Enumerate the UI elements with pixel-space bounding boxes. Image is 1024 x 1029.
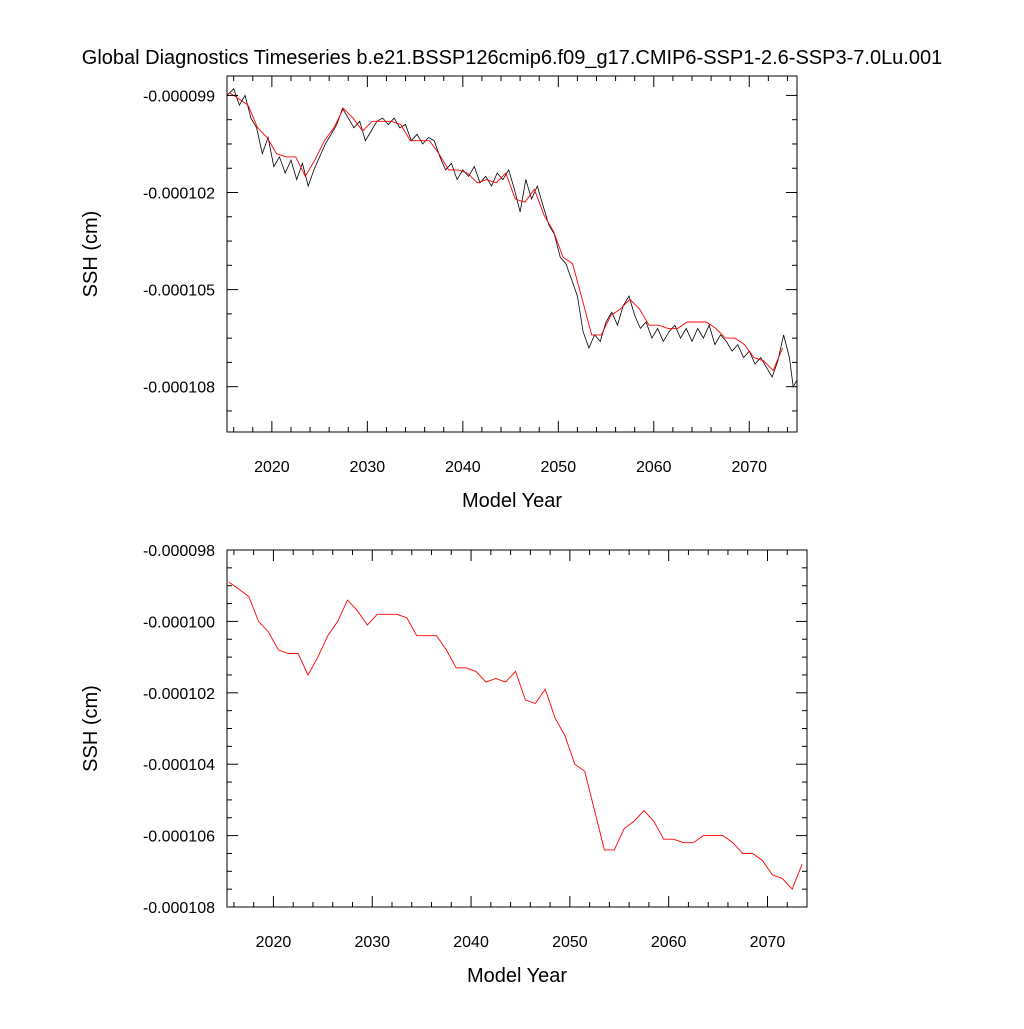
monthly-series-line [227,88,797,388]
y-tick-label: -0.000104 [143,757,215,774]
x-tick-label: 2030 [354,934,390,951]
x-tick-label: 2020 [254,459,290,476]
x-tick-label: 2060 [636,459,672,476]
y-axis-label: SSH (cm) [80,211,102,298]
y-tick-label: -0.000106 [143,829,215,846]
x-tick-label: 2040 [453,934,489,951]
y-tick-label: -0.000102 [143,686,215,703]
x-tick-label: 2050 [552,934,588,951]
y-tick-label: -0.000098 [143,543,215,560]
plot-frame [226,75,798,433]
top-panel: 2020 2030 2040 2050 2060 2070 -0.000099 -0.0001… [80,75,798,512]
annual-mean-series-line [228,91,784,372]
y-tick-label: -0.000108 [143,900,215,917]
x-tick-label: 2050 [541,459,577,476]
x-tick-label: 2070 [750,934,786,951]
x-tick-label: 2040 [445,459,481,476]
figure-title: Global Diagnostics Timeseries b.e21.BSSP… [82,47,942,69]
x-tick-label: 2060 [651,934,687,951]
y-tick-label: -0.000102 [143,186,215,203]
bottom-panel: 2020 2030 2040 2050 2060 2070 -0.000098 -0.0001… [80,543,808,987]
y-tick-label: -0.000108 [143,380,215,397]
plot-frame [226,549,808,908]
x-tick-label: 2030 [350,459,386,476]
y-tick-label: -0.000099 [143,88,215,105]
y-tick-label: -0.000100 [143,614,215,631]
x-tick-label: 2070 [731,459,767,476]
y-tick-label: -0.000105 [143,283,215,300]
annual-mean-series-line [228,581,803,891]
x-axis-label: Model Year [462,490,562,512]
x-tick-label: 2020 [256,934,292,951]
y-axis-label: SSH (cm) [80,685,102,772]
x-axis-label: Model Year [467,965,567,987]
